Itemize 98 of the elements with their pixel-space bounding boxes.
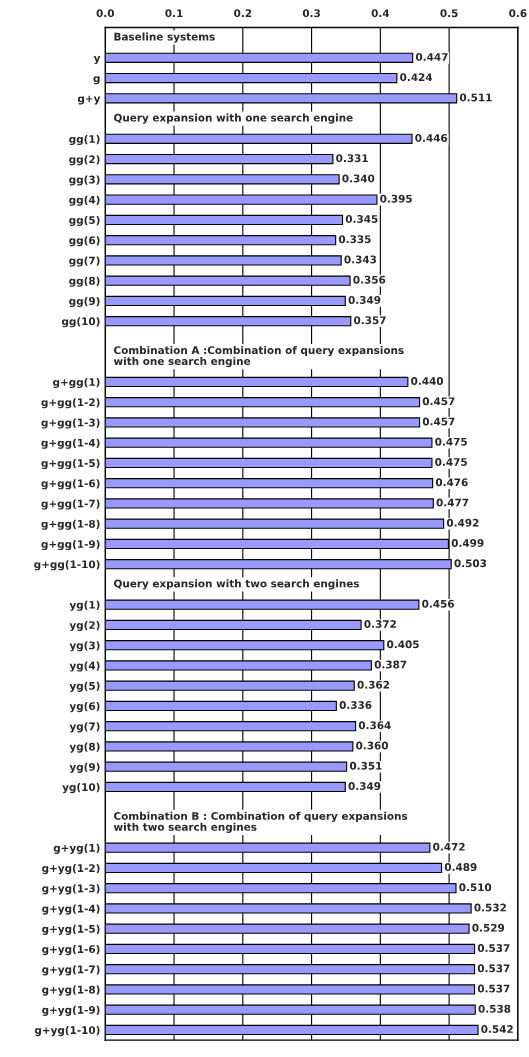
- x-tick-label: 0.5: [440, 9, 458, 18]
- data-label: 0.446: [415, 134, 448, 142]
- data-label: 0.424: [400, 73, 433, 82]
- data-label: 0.457: [422, 397, 455, 406]
- data-label: 0.360: [356, 741, 389, 750]
- data-label: 0.476: [435, 478, 468, 487]
- data-label: 0.475: [435, 458, 467, 466]
- data-label: 0.456: [422, 599, 454, 608]
- y-tick-label: g+yg(1-8): [42, 985, 100, 996]
- y-tick-label: g+gg(1): [53, 377, 100, 389]
- data-label: 0.537: [477, 984, 510, 993]
- y-tick-label: yg(4): [69, 661, 100, 672]
- data-label: 0.331: [336, 154, 368, 163]
- data-label: 0.503: [454, 559, 487, 568]
- y-tick-label: g+gg(1-6): [41, 479, 100, 490]
- annotation: Baseline systems: [114, 32, 215, 43]
- data-label: 0.475: [435, 437, 467, 446]
- x-tick-label: 0.1: [165, 9, 183, 18]
- y-tick-label: g+gg(1-8): [41, 519, 100, 530]
- x-tick-label: 0.4: [371, 9, 390, 18]
- y-tick-label: g+gg(1-3): [41, 418, 100, 429]
- data-label: 0.336: [339, 701, 372, 709]
- data-label: 0.477: [436, 498, 469, 507]
- data-label: 0.492: [446, 518, 479, 527]
- data-label: 0.345: [345, 215, 378, 223]
- data-label: 0.372: [364, 620, 396, 628]
- data-label: 0.395: [380, 194, 412, 203]
- data-label: 0.357: [354, 316, 386, 325]
- data-label: 0.499: [451, 539, 484, 547]
- y-tick-label: g+gg(1-9): [41, 539, 100, 551]
- data-label: 0.440: [411, 377, 444, 385]
- annotation: Combination B : Combination of query expansions with two search engines: [113, 811, 408, 833]
- y-tick-label: g+yg(1-2): [42, 863, 100, 875]
- x-tick-label: 0.6: [509, 9, 527, 18]
- data-label: 0.529: [472, 923, 505, 932]
- y-tick-label: gg(2): [69, 155, 100, 166]
- y-tick-label: gg(5): [69, 215, 100, 227]
- y-tick-label: gg(1): [69, 134, 100, 146]
- y-tick-label: yg(8): [69, 742, 100, 753]
- data-label: 0.472: [433, 842, 465, 851]
- data-label: 0.532: [474, 903, 506, 912]
- y-tick-label: yg(7): [69, 722, 100, 733]
- data-label: 0.340: [342, 174, 375, 183]
- y-tick-label: yg(2): [69, 620, 100, 632]
- y-tick-label: yg(9): [69, 762, 100, 773]
- data-label: 0.364: [358, 721, 391, 730]
- y-tick-label: g+yg(1-3): [42, 884, 100, 895]
- y-tick-label: gg(9): [69, 296, 100, 308]
- data-label: 0.343: [344, 255, 377, 264]
- data-label: 0.335: [338, 235, 371, 244]
- y-tick-label: g+yg(1-9): [42, 1005, 100, 1016]
- data-label: 0.538: [478, 1004, 511, 1013]
- y-tick-label: gg(7): [69, 256, 100, 267]
- annotation: Query expansion with one search engine: [114, 113, 353, 124]
- data-label: 0.362: [357, 680, 390, 689]
- y-tick-label: g+gg(1-7): [41, 499, 100, 510]
- y-tick-label: g+gg(1-10): [34, 560, 100, 571]
- data-label: 0.349: [348, 296, 381, 304]
- y-tick-label: y: [93, 56, 101, 65]
- y-tick-label: g+yg(1-5): [42, 924, 100, 935]
- data-label: 0.351: [349, 761, 382, 770]
- y-tick-label: g+yg(1-10): [34, 1026, 100, 1037]
- y-tick-label: g+yg(1-4): [42, 904, 100, 915]
- y-tick-label: g: [93, 76, 100, 85]
- y-tick-label: g+gg(1-5): [41, 458, 100, 470]
- data-label: 0.510: [459, 883, 492, 892]
- y-tick-label: g+gg(1-4): [41, 438, 100, 449]
- y-tick-label: yg(6): [69, 701, 100, 713]
- data-label: 0.356: [353, 275, 386, 284]
- y-tick-label: gg(10): [61, 317, 100, 328]
- data-label: 0.542: [481, 1025, 513, 1033]
- x-tick-label: 0.0: [96, 9, 114, 18]
- data-label: 0.405: [387, 640, 419, 649]
- data-label: 0.457: [422, 417, 455, 426]
- y-tick-label: yg(3): [69, 641, 100, 652]
- y-tick-label: yg(10): [62, 782, 100, 794]
- x-tick-label: 0.3: [302, 9, 320, 18]
- data-label: 0.387: [374, 660, 407, 669]
- y-tick-label: g+yg(1): [53, 843, 100, 854]
- data-label: 0.489: [444, 863, 477, 871]
- y-tick-label: g+yg(1-6): [42, 945, 100, 956]
- y-tick-label: gg(6): [69, 236, 100, 247]
- y-tick-label: gg(8): [69, 276, 100, 287]
- data-label: 0.537: [477, 964, 510, 973]
- y-tick-label: g+y: [77, 95, 101, 105]
- y-tick-label: gg(4): [69, 195, 100, 206]
- annotation: Query expansion with two search engines: [114, 579, 360, 590]
- data-label: 0.349: [348, 782, 381, 790]
- y-tick-label: yg(5): [69, 681, 100, 692]
- y-tick-label: g+gg(1-2): [41, 398, 100, 409]
- y-tick-label: yg(1): [69, 600, 100, 611]
- annotation: Combination A :Combination of query expansions with one search engine: [113, 346, 404, 368]
- data-label: 0.447: [415, 53, 448, 61]
- x-tick-label: 0.2: [234, 9, 252, 18]
- y-tick-label: gg(3): [69, 175, 100, 186]
- data-label: 0.537: [477, 944, 510, 952]
- data-label: 0.511: [459, 93, 492, 102]
- y-tick-label: g+yg(1-7): [42, 965, 100, 976]
